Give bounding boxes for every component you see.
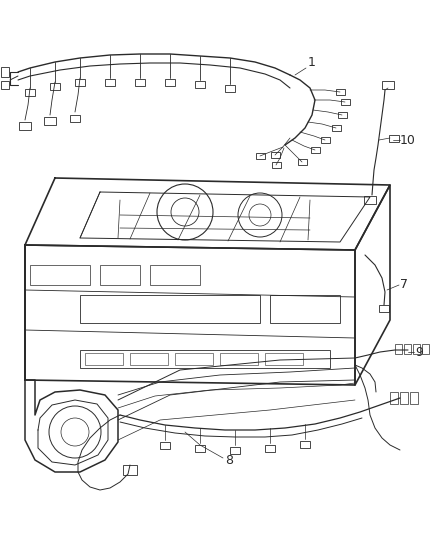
Text: 10: 10 (400, 133, 416, 147)
Bar (100, 265, 140, 285)
Bar (270, 295, 340, 323)
Bar (165, 78, 175, 85)
Bar (130, 353, 168, 365)
Bar (321, 137, 329, 143)
Bar (340, 99, 350, 105)
Bar (332, 125, 340, 131)
Bar (123, 465, 137, 475)
Bar (160, 441, 170, 448)
Bar (389, 134, 399, 141)
Text: 8: 8 (225, 454, 233, 466)
Bar (135, 78, 145, 85)
Bar (175, 353, 213, 365)
Bar (30, 265, 90, 285)
Bar (422, 344, 429, 354)
Bar (85, 353, 123, 365)
Bar (379, 304, 389, 311)
Bar (44, 117, 56, 125)
Bar (338, 112, 346, 118)
Bar (395, 344, 402, 354)
Bar (70, 115, 80, 122)
Bar (336, 89, 345, 95)
Bar (105, 78, 115, 85)
Bar (25, 88, 35, 95)
Bar (390, 392, 398, 404)
Text: 1: 1 (308, 55, 316, 69)
Bar (311, 147, 319, 153)
Bar (265, 353, 303, 365)
Bar (80, 350, 330, 368)
Text: 9: 9 (415, 345, 423, 359)
Bar (272, 162, 280, 168)
Bar (50, 83, 60, 90)
Bar (150, 265, 200, 285)
Text: 7: 7 (400, 279, 408, 292)
Bar (1, 67, 9, 77)
Bar (195, 445, 205, 451)
Bar (364, 196, 376, 204)
Bar (19, 122, 31, 130)
Bar (413, 344, 420, 354)
Bar (410, 392, 418, 404)
Bar (271, 152, 279, 158)
Bar (255, 153, 265, 159)
Bar (75, 78, 85, 85)
Bar (400, 392, 408, 404)
Bar (220, 353, 258, 365)
Bar (1, 81, 9, 89)
Bar (382, 81, 394, 89)
Bar (265, 445, 275, 451)
Bar (300, 440, 310, 448)
Bar (230, 447, 240, 454)
Bar (404, 344, 411, 354)
Bar (297, 159, 307, 165)
Bar (195, 80, 205, 87)
Bar (225, 85, 235, 92)
Bar (80, 295, 260, 323)
